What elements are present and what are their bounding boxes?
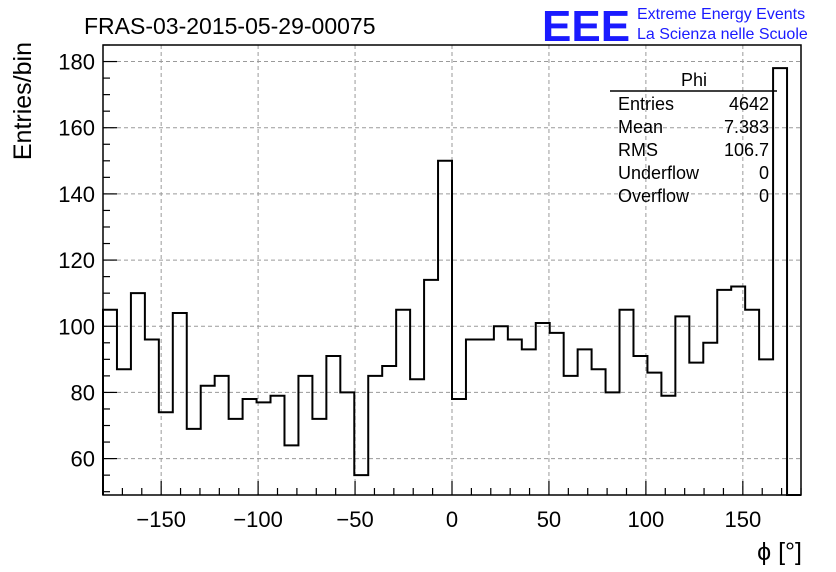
y-tick-label: 140 — [58, 182, 95, 207]
x-axis: −150 −100 −50 0 50 100 150 — [102, 481, 802, 532]
logo-line-1: Extreme Energy Events — [637, 6, 805, 23]
stats-label: Mean — [618, 117, 663, 137]
y-axis: 60 80 100 120 140 160 180 — [58, 44, 117, 493]
stats-label: RMS — [618, 140, 658, 160]
logo-mark: EEE — [542, 2, 630, 51]
stats-value: 0 — [759, 186, 769, 206]
x-tick-label: 150 — [724, 507, 761, 532]
stats-title: Phi — [681, 70, 707, 90]
y-tick-label: 80 — [71, 380, 95, 405]
histogram-outline — [102, 67, 801, 496]
x-tick-label: −100 — [233, 507, 283, 532]
logo-line-2: La Scienza nelle Scuole — [637, 26, 808, 43]
x-tick-label: 50 — [537, 507, 561, 532]
x-tick-label: 0 — [446, 507, 458, 532]
x-tick-label: 100 — [628, 507, 665, 532]
eee-logo: EEE Extreme Energy Events La Scienza nel… — [542, 2, 808, 51]
stats-rows: Entries 4642 Mean 7.383 RMS 106.7 Underflow 0 Ov… — [618, 94, 769, 206]
stats-value: 106.7 — [724, 140, 769, 160]
y-tick-label: 100 — [58, 314, 95, 339]
stats-value: 4642 — [729, 94, 769, 114]
x-axis-title: ϕ [°] — [757, 538, 802, 566]
stats-label: Underflow — [618, 163, 700, 183]
chart-title: FRAS-03-2015-05-29-00075 — [84, 13, 376, 39]
x-tick-label: −50 — [336, 507, 373, 532]
y-axis-title: Entries/bin — [9, 42, 37, 160]
stats-label: Overflow — [618, 186, 690, 206]
stats-box: Phi Entries 4642 Mean 7.383 RMS 106.7 Underflo… — [610, 70, 777, 206]
stats-value: 0 — [759, 163, 769, 183]
y-tick-label: 120 — [58, 248, 95, 273]
stats-value: 7.383 — [724, 117, 769, 137]
y-tick-label: 60 — [71, 447, 95, 472]
y-tick-label: 160 — [58, 116, 95, 141]
y-tick-label: 180 — [58, 50, 95, 75]
x-tick-label: −150 — [136, 507, 186, 532]
stats-label: Entries — [618, 94, 674, 114]
